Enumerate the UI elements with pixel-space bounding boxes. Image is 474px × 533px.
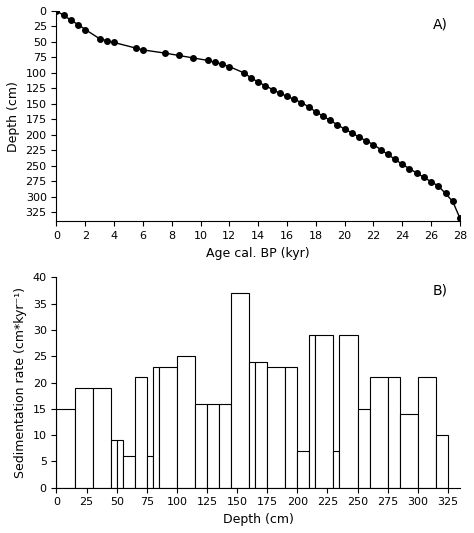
Bar <box>315 335 334 488</box>
Bar <box>418 377 436 488</box>
Bar <box>297 451 310 488</box>
X-axis label: Age cal. BP (kyr): Age cal. BP (kyr) <box>206 247 310 260</box>
Text: A): A) <box>433 17 448 31</box>
Bar <box>231 293 249 488</box>
Bar <box>357 409 370 488</box>
Bar <box>135 377 147 488</box>
Bar <box>388 377 400 488</box>
Bar <box>249 361 255 488</box>
Bar <box>56 409 74 488</box>
Bar <box>267 367 285 488</box>
Bar <box>147 456 153 488</box>
Bar <box>159 367 177 488</box>
Bar <box>117 440 123 488</box>
Bar <box>400 414 418 488</box>
Bar <box>207 403 219 488</box>
Bar <box>92 388 110 488</box>
Bar <box>110 440 117 488</box>
Bar <box>255 361 267 488</box>
Bar <box>370 377 388 488</box>
Y-axis label: Sedimentation rate (cm*kyr⁻¹): Sedimentation rate (cm*kyr⁻¹) <box>14 287 27 478</box>
Bar <box>436 435 448 488</box>
Bar <box>285 367 297 488</box>
Y-axis label: Depth (cm): Depth (cm) <box>7 80 20 151</box>
Bar <box>195 403 207 488</box>
Bar <box>219 403 231 488</box>
Bar <box>334 451 339 488</box>
Bar <box>339 335 357 488</box>
Bar <box>74 388 92 488</box>
Bar <box>123 456 135 488</box>
Bar <box>177 357 195 488</box>
Bar <box>310 335 315 488</box>
Text: B): B) <box>433 284 448 298</box>
X-axis label: Depth (cm): Depth (cm) <box>223 513 293 526</box>
Bar <box>153 367 159 488</box>
